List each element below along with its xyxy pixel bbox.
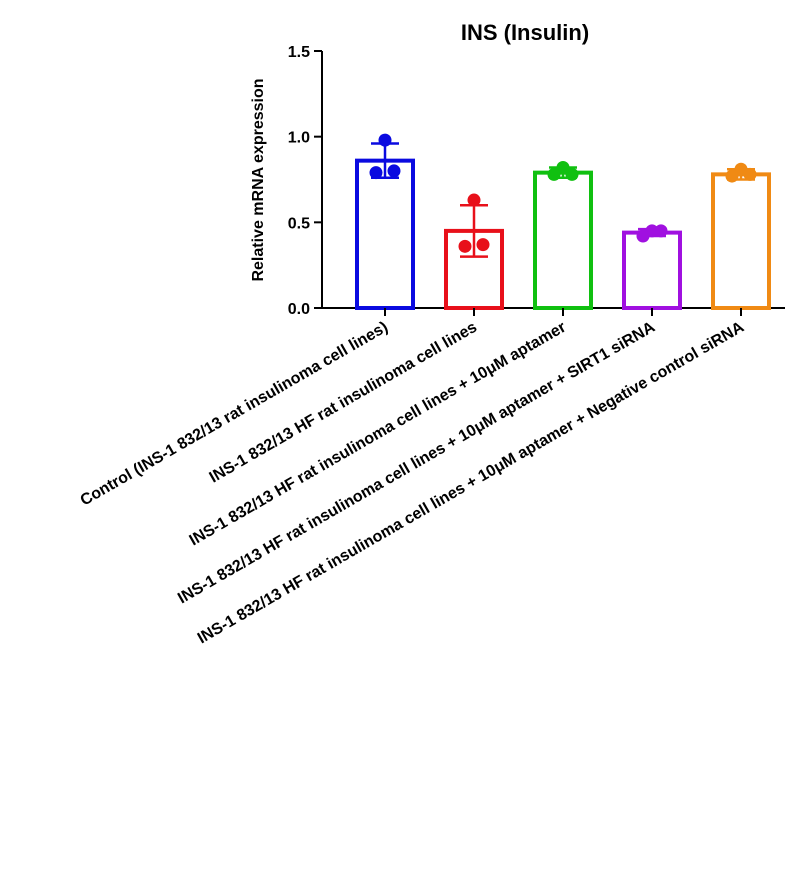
data-point bbox=[369, 166, 383, 180]
data-point bbox=[565, 167, 579, 181]
data-point bbox=[556, 161, 570, 175]
y-tick-label: 0.0 bbox=[288, 301, 310, 318]
x-tick-label: Control (INS-1 832/13 rat insulinoma cel… bbox=[78, 319, 391, 510]
data-point bbox=[636, 229, 650, 243]
data-point bbox=[725, 169, 739, 183]
bar bbox=[355, 158, 415, 310]
plot-area: 0.0 0.5 1.0 1.5 Control (INS-1 832/13 rat in… bbox=[78, 44, 785, 647]
data-point bbox=[378, 133, 392, 147]
bar bbox=[622, 230, 682, 310]
x-tick-label: INS-1 832/13 HF rat insulinoma cell line… bbox=[187, 319, 569, 550]
data-point bbox=[387, 164, 401, 178]
y-tick-label: 0.5 bbox=[288, 215, 310, 232]
data-point bbox=[458, 239, 472, 253]
y-axis-label: Relative mRNA expression bbox=[250, 78, 267, 281]
data-point bbox=[654, 224, 668, 238]
data-point bbox=[476, 238, 490, 252]
data-point bbox=[467, 193, 481, 207]
y-tick-label: 1.0 bbox=[288, 130, 310, 147]
bar bbox=[533, 170, 593, 310]
y-tick-label: 1.5 bbox=[288, 44, 310, 61]
bar bbox=[711, 172, 771, 310]
chart-title: INS (Insulin) bbox=[461, 20, 589, 45]
data-point bbox=[547, 167, 561, 181]
data-point bbox=[743, 167, 757, 181]
